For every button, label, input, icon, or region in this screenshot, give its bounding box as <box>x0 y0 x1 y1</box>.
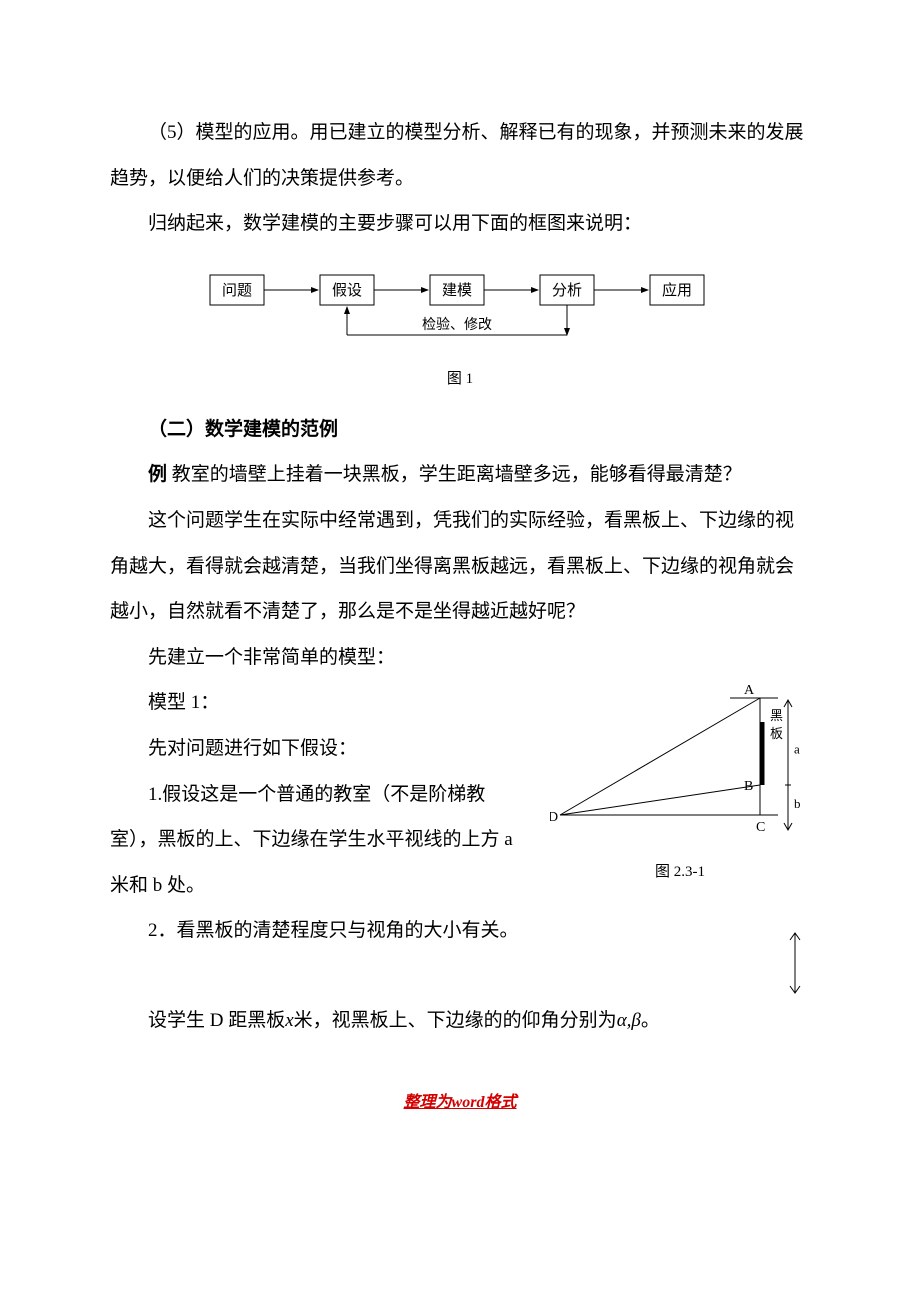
example-body: 教室的墙壁上挂着一块黑板，学生距离墙壁多远，能够看得最清楚？ <box>167 464 742 485</box>
section-2-title: （二）数学建模的范例 <box>110 407 810 453</box>
paragraph-discussion: 这个问题学生在实际中经常遇到，凭我们的实际经验，看黑板上、下边缘的视角越大，看得… <box>110 498 810 635</box>
paragraph-build: 先建立一个非常简单的模型： <box>110 635 810 681</box>
vertical-arrow-icon <box>780 928 810 998</box>
setup-text-3: 。 <box>641 1010 660 1031</box>
footer-word: word <box>452 1094 485 1111</box>
figure-1: 问题 假设 建模 分析 应用检验、修改 图 1 <box>110 265 810 397</box>
svg-text:建模: 建模 <box>442 282 472 299</box>
assumption-1: 1.假设这是一个普通的教室（不是阶梯教室），黑板的上、下边缘在学生水平视线的上方… <box>110 772 532 909</box>
svg-text:分析: 分析 <box>552 282 582 299</box>
page-footer: 整理为word格式 <box>110 1084 810 1122</box>
svg-text:假设: 假设 <box>332 282 362 299</box>
example-statement: 例 教室的墙壁上挂着一块黑板，学生距离墙壁多远，能够看得最清楚？ <box>110 452 810 498</box>
paragraph-5: （5）模型的应用。用已建立的模型分析、解释已有的现象，并预测未来的发展趋势，以便… <box>110 110 810 201</box>
footer-pre: 整理为 <box>404 1094 452 1111</box>
figure-2-caption: 图 2.3-1 <box>550 854 810 890</box>
svg-text:问题: 问题 <box>222 282 252 299</box>
svg-text:检验、修改: 检验、修改 <box>422 317 492 333</box>
assumptions-label: 先对问题进行如下假设： <box>110 726 532 772</box>
svg-text:B: B <box>744 779 753 794</box>
setup-text-2: 米，视黑板上、下边缘的的仰角分别为 <box>294 1010 617 1031</box>
svg-text:A: A <box>744 683 755 698</box>
svg-text:黑: 黑 <box>770 708 783 723</box>
svg-text:应用: 应用 <box>662 281 692 299</box>
svg-text:a: a <box>794 742 800 757</box>
setup-text-1: 设学生 D 距黑板 <box>148 1010 285 1031</box>
svg-text:b: b <box>794 796 800 811</box>
paragraph-summary: 归纳起来，数学建模的主要步骤可以用下面的框图来说明： <box>110 201 810 247</box>
var-alpha-beta: α,β <box>617 1010 641 1031</box>
svg-text:C: C <box>756 820 765 835</box>
assumption-2: 2．看黑板的清楚程度只与视角的大小有关。 <box>110 908 780 954</box>
footer-post: 格式 <box>484 1094 516 1111</box>
paragraph-setup: 设学生 D 距黑板x米，视黑板上、下边缘的的仰角分别为α,β。 <box>110 998 810 1044</box>
svg-text:D: D <box>550 810 558 825</box>
model-1-label: 模型 1： <box>110 680 532 726</box>
svg-text:板: 板 <box>770 726 783 741</box>
var-x: x <box>285 1010 293 1031</box>
figure-2: A B C D 黑板a b <box>550 680 810 850</box>
example-label: 例 <box>148 464 167 485</box>
figure-1-caption: 图 1 <box>110 361 810 397</box>
